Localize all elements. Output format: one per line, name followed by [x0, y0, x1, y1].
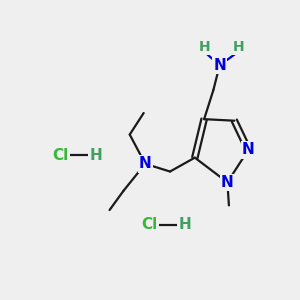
Text: H: H: [198, 40, 210, 54]
Text: H: H: [89, 148, 102, 163]
Text: Cl: Cl: [142, 217, 158, 232]
Text: N: N: [139, 156, 152, 171]
Text: N: N: [242, 142, 255, 158]
Text: N: N: [213, 58, 226, 73]
Text: H: H: [232, 40, 244, 54]
Text: N: N: [221, 175, 234, 190]
Text: H: H: [178, 217, 191, 232]
Text: Cl: Cl: [52, 148, 69, 163]
